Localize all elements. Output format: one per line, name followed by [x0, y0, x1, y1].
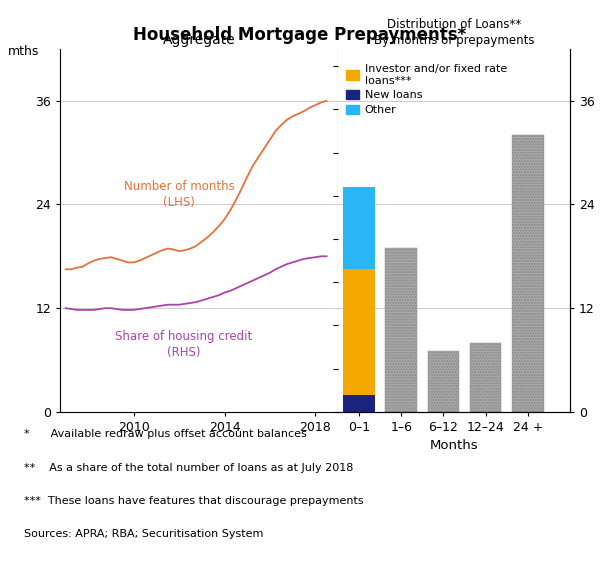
Bar — [428, 351, 459, 412]
X-axis label: Months: Months — [430, 439, 478, 452]
Bar — [512, 135, 544, 412]
Text: **    As a share of the total number of loans as at July 2018: ** As a share of the total number of loa… — [24, 463, 353, 472]
Bar — [343, 395, 375, 412]
Bar — [470, 343, 502, 412]
Text: ***  These loans have features that discourage prepayments: *** These loans have features that disco… — [24, 496, 364, 506]
Bar — [343, 187, 375, 270]
Bar — [343, 270, 375, 395]
Text: Share of housing credit
(RHS): Share of housing credit (RHS) — [115, 329, 252, 359]
Legend: Investor and/or fixed rate
loans***, New loans, Other: Investor and/or fixed rate loans***, New… — [344, 62, 509, 118]
Text: Number of months
(LHS): Number of months (LHS) — [124, 180, 235, 209]
Y-axis label: mths: mths — [8, 46, 40, 58]
Bar — [385, 248, 417, 412]
Text: Sources: APRA; RBA; Securitisation System: Sources: APRA; RBA; Securitisation Syste… — [24, 529, 263, 539]
Text: *      Available redraw plus offset account balances: * Available redraw plus offset account b… — [24, 429, 307, 439]
Text: Aggregate: Aggregate — [163, 33, 235, 47]
Text: Household Mortgage Prepayments*: Household Mortgage Prepayments* — [133, 26, 467, 44]
Text: Distribution of Loans**
By months of prepayments: Distribution of Loans** By months of pre… — [374, 18, 534, 47]
Y-axis label: %: % — [599, 46, 600, 58]
